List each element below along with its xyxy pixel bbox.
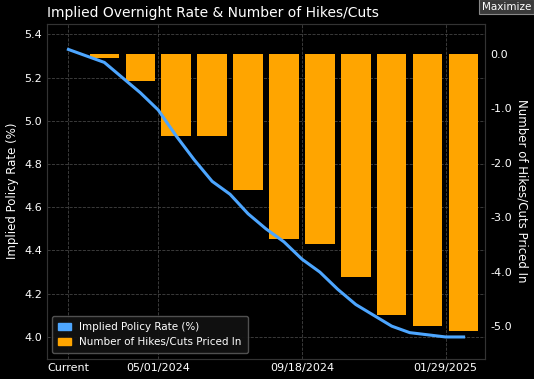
Legend: Implied Policy Rate (%), Number of Hikes/Cuts Priced In: Implied Policy Rate (%), Number of Hikes… <box>52 316 248 353</box>
Bar <box>449 54 478 331</box>
Text: Maximize: Maximize <box>482 2 531 12</box>
Bar <box>269 54 299 239</box>
Bar <box>233 54 263 190</box>
Bar <box>125 54 155 81</box>
Bar <box>198 54 227 136</box>
Bar <box>305 54 335 244</box>
Y-axis label: Implied Policy Rate (%): Implied Policy Rate (%) <box>5 123 19 259</box>
Bar <box>341 54 371 277</box>
Y-axis label: Number of Hikes/Cuts Priced In: Number of Hikes/Cuts Priced In <box>515 99 529 283</box>
Bar <box>161 54 191 136</box>
Text: Implied Overnight Rate & Number of Hikes/Cuts: Implied Overnight Rate & Number of Hikes… <box>47 6 379 20</box>
Bar <box>413 54 442 326</box>
Bar <box>377 54 406 315</box>
Bar <box>90 54 119 58</box>
